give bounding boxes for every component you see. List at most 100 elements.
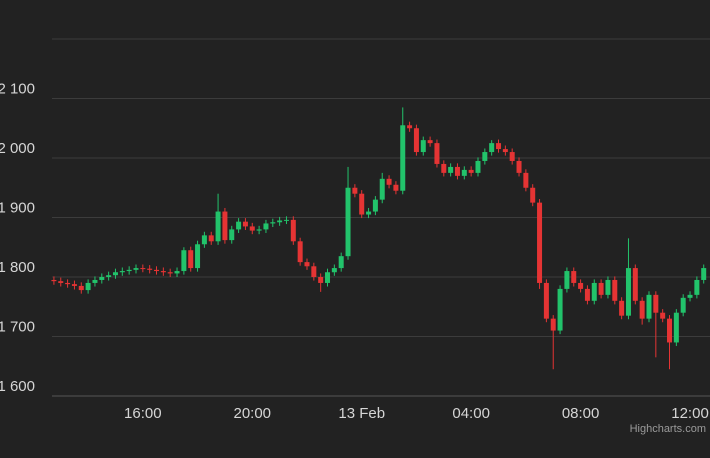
y-tick-label: 41 700 (0, 319, 35, 336)
x-tick-label: 04:00 (452, 405, 490, 422)
candle-body (701, 268, 707, 280)
x-tick-label: 13 Feb (338, 405, 385, 422)
candle-body (639, 300, 645, 319)
candle-body (65, 282, 71, 285)
candle-body (297, 241, 303, 263)
candle-body (441, 163, 447, 173)
candle-body (112, 272, 118, 276)
candle-body (311, 266, 317, 277)
candle-body (667, 318, 673, 343)
candle-body (489, 143, 495, 153)
candle-body (632, 268, 638, 301)
candle-body (619, 300, 625, 316)
candle-body (557, 288, 563, 331)
candle-body (673, 312, 679, 343)
candle-body (85, 282, 91, 291)
y-tick-label: 42 100 (0, 81, 35, 98)
candle-body (290, 219, 296, 242)
candle-body (338, 256, 344, 269)
candle-body (51, 279, 57, 282)
candle-body (400, 125, 406, 191)
candle-body (653, 294, 659, 313)
candle-body (119, 271, 125, 273)
candle-body (263, 223, 269, 230)
candle-body (386, 178, 392, 185)
candle-body (215, 211, 221, 242)
candle-body (454, 166, 460, 176)
candle-body (516, 160, 522, 173)
candle-body (598, 282, 604, 295)
candle-body (530, 187, 536, 203)
candle-body (140, 268, 146, 270)
candle-body (304, 262, 310, 267)
candle-body (605, 279, 611, 295)
candle-body (372, 199, 378, 212)
candle-body (106, 275, 112, 277)
candle-body (181, 250, 187, 272)
candle-body (413, 128, 419, 153)
candle-body (427, 140, 433, 144)
candle-body (502, 149, 508, 153)
candle-body (393, 184, 399, 191)
candle-body (58, 281, 64, 283)
candle-body (448, 166, 454, 173)
candle-body (591, 282, 597, 301)
candle-body (523, 172, 529, 188)
credits[interactable]: Highcharts.com (630, 423, 706, 435)
candle-body (543, 282, 549, 319)
y-tick-label: 41 900 (0, 200, 35, 217)
candle-body (283, 219, 289, 221)
candle-body (222, 211, 228, 241)
candle-body (201, 235, 207, 245)
candle-body (229, 229, 235, 241)
candle-body (71, 284, 77, 286)
candle-body (188, 250, 194, 269)
candle-body (694, 279, 700, 295)
candle-body (537, 202, 543, 283)
candle-body (366, 211, 372, 215)
candle-body (208, 235, 214, 242)
candle-body (578, 282, 584, 289)
candle-body (468, 169, 474, 173)
candle-body (461, 169, 467, 176)
candle-body (509, 152, 515, 161)
candle-body (249, 226, 255, 231)
candle-body (571, 271, 577, 283)
candle-body (359, 193, 365, 215)
candle-body (407, 125, 413, 129)
candle-body (147, 268, 153, 270)
candle-body (331, 268, 337, 273)
candle-body (99, 277, 105, 280)
candle-body (434, 143, 440, 164)
candle-body (475, 160, 481, 173)
candle-body (646, 294, 652, 319)
x-tick-label: 12:00 (671, 405, 709, 422)
candle-body (126, 269, 132, 272)
candle-body (687, 294, 693, 298)
candle-body (256, 229, 262, 231)
candle-body (482, 152, 488, 161)
candle-body (242, 221, 248, 227)
candle-body (345, 187, 351, 257)
candle-body (564, 271, 570, 289)
candle-body (379, 178, 385, 200)
candle-body (550, 318, 556, 331)
y-tick-label: 41 800 (0, 259, 35, 276)
candle-body (160, 271, 166, 273)
candle-body (352, 187, 358, 194)
candle-body (496, 143, 502, 150)
candle-body (584, 288, 590, 301)
candle-body (236, 221, 242, 230)
candle-body (680, 297, 686, 313)
x-tick-label: 08:00 (562, 405, 600, 422)
candle-body (660, 312, 666, 319)
candle-body (195, 244, 201, 269)
candle-body (174, 271, 180, 274)
candle-body (420, 140, 426, 153)
candle-body (133, 268, 139, 270)
candle-body (277, 220, 283, 223)
candle-body (325, 272, 331, 283)
candle-body (154, 269, 160, 272)
